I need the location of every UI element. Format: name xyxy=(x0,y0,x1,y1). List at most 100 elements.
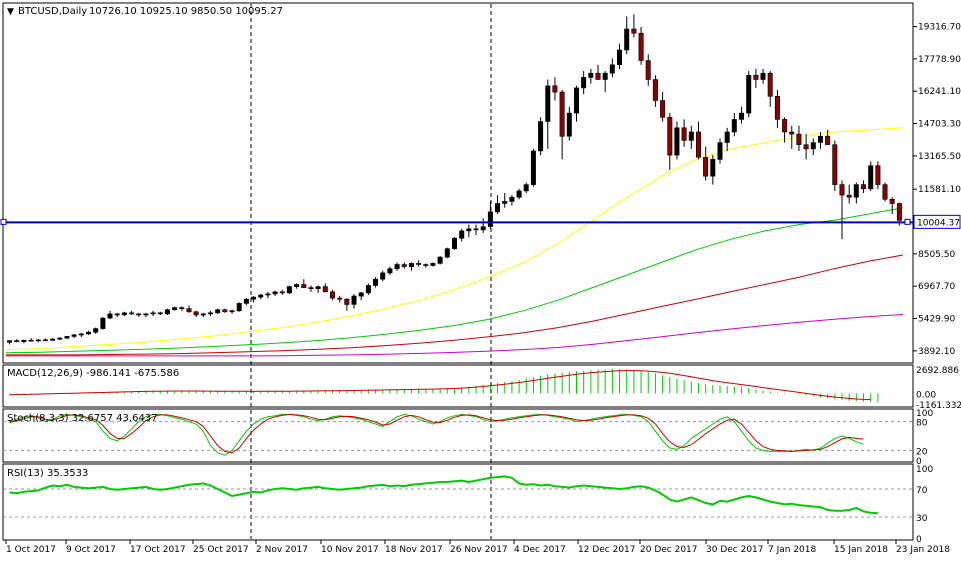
price-tick-label: 14703.30 xyxy=(918,120,961,130)
candle-body xyxy=(530,150,536,185)
candle-body xyxy=(817,135,823,143)
candle xyxy=(14,339,20,343)
candle-body xyxy=(394,264,400,269)
candle-body xyxy=(746,75,752,114)
candle-body xyxy=(86,331,92,335)
candle-body xyxy=(258,294,264,298)
candle xyxy=(193,310,199,318)
candle-body xyxy=(286,286,292,294)
candle-body xyxy=(136,313,142,316)
candle-body xyxy=(344,298,350,305)
macd-tick-label: 2692.886 xyxy=(916,366,959,376)
candle-body xyxy=(545,85,551,122)
candle xyxy=(387,266,393,276)
time-tick-label: 17 Oct 2017 xyxy=(130,545,186,555)
candle xyxy=(602,71,608,93)
candle-body xyxy=(157,312,163,315)
candle-body xyxy=(609,64,615,74)
candle-body xyxy=(294,284,300,287)
candle xyxy=(308,285,314,292)
price-tick-label: 13165.50 xyxy=(918,152,961,162)
candle-body xyxy=(437,256,443,264)
candle-body xyxy=(602,72,608,80)
candle-body xyxy=(423,264,429,266)
candle xyxy=(667,113,673,170)
candle-body xyxy=(57,337,63,340)
candle-body xyxy=(588,72,594,78)
candle-body xyxy=(738,112,744,120)
candle xyxy=(42,338,48,342)
candle-body xyxy=(839,184,845,196)
candle xyxy=(466,224,472,238)
candle xyxy=(136,312,142,318)
candle xyxy=(129,310,135,315)
candle-body xyxy=(652,79,658,101)
candle xyxy=(803,134,809,160)
candle-body xyxy=(573,87,579,114)
stoch-label: Stoch(8,3,3) 32.6757 43.6437 xyxy=(7,413,158,424)
time-tick-label: 12 Dec 2017 xyxy=(578,545,636,555)
candle-body xyxy=(50,338,56,341)
candle-body xyxy=(100,317,106,329)
time-tick-label: 15 Jan 2018 xyxy=(834,545,888,555)
candle xyxy=(846,184,852,204)
candle xyxy=(595,64,601,80)
candle xyxy=(78,332,84,338)
candle-body xyxy=(401,264,407,267)
line-price-box xyxy=(913,214,961,229)
candle-body xyxy=(322,286,328,293)
time-tick-label: 25 Oct 2017 xyxy=(193,545,249,555)
candle-body xyxy=(35,339,41,342)
rsi-pane-frame xyxy=(2,463,914,541)
candle-body xyxy=(243,298,249,304)
candle xyxy=(573,85,579,122)
candle-body xyxy=(731,119,737,133)
candle xyxy=(832,140,838,191)
candle-body xyxy=(774,96,780,120)
ohlc-label: 10726.10 10925.10 9850.50 10095.27 xyxy=(89,6,283,17)
candle-body xyxy=(28,339,34,342)
candle-body xyxy=(172,307,178,311)
candle xyxy=(588,68,594,84)
candle-body xyxy=(236,303,242,312)
horizontal-line[interactable]: 10004.37 xyxy=(0,214,961,229)
candle xyxy=(265,291,271,299)
candle xyxy=(121,311,127,317)
candle-body xyxy=(265,293,271,296)
candle xyxy=(839,180,845,240)
candle-body xyxy=(372,278,378,286)
candle xyxy=(724,127,730,151)
candle-body xyxy=(308,287,314,290)
candle-body xyxy=(703,157,709,177)
candle-body xyxy=(559,91,565,137)
candle-body xyxy=(272,291,278,295)
candle-body xyxy=(143,313,149,316)
candle xyxy=(681,119,687,147)
ma_fast-line xyxy=(5,127,904,351)
candle xyxy=(760,68,766,84)
candle-body xyxy=(121,312,127,316)
candle-body xyxy=(645,60,651,80)
candle-body xyxy=(222,309,228,313)
candle xyxy=(882,182,888,202)
candle xyxy=(423,263,429,268)
candle-body xyxy=(889,199,895,204)
chart-menu-arrow[interactable]: ▼ xyxy=(7,7,14,17)
candle xyxy=(767,71,773,107)
candle xyxy=(365,283,371,295)
candle-body xyxy=(509,196,515,202)
candle xyxy=(774,89,780,128)
candle xyxy=(825,129,831,145)
candle-body xyxy=(200,313,206,316)
macd-pane-frame xyxy=(2,364,914,408)
time-tick-label: 10 Nov 2017 xyxy=(321,545,379,555)
candle-body xyxy=(129,312,135,315)
candle xyxy=(358,291,364,301)
candle-body xyxy=(329,291,335,299)
candle-body xyxy=(566,112,572,137)
candle xyxy=(86,330,92,335)
candle-body xyxy=(430,263,436,266)
price-tick-label: 17778.90 xyxy=(918,55,961,65)
